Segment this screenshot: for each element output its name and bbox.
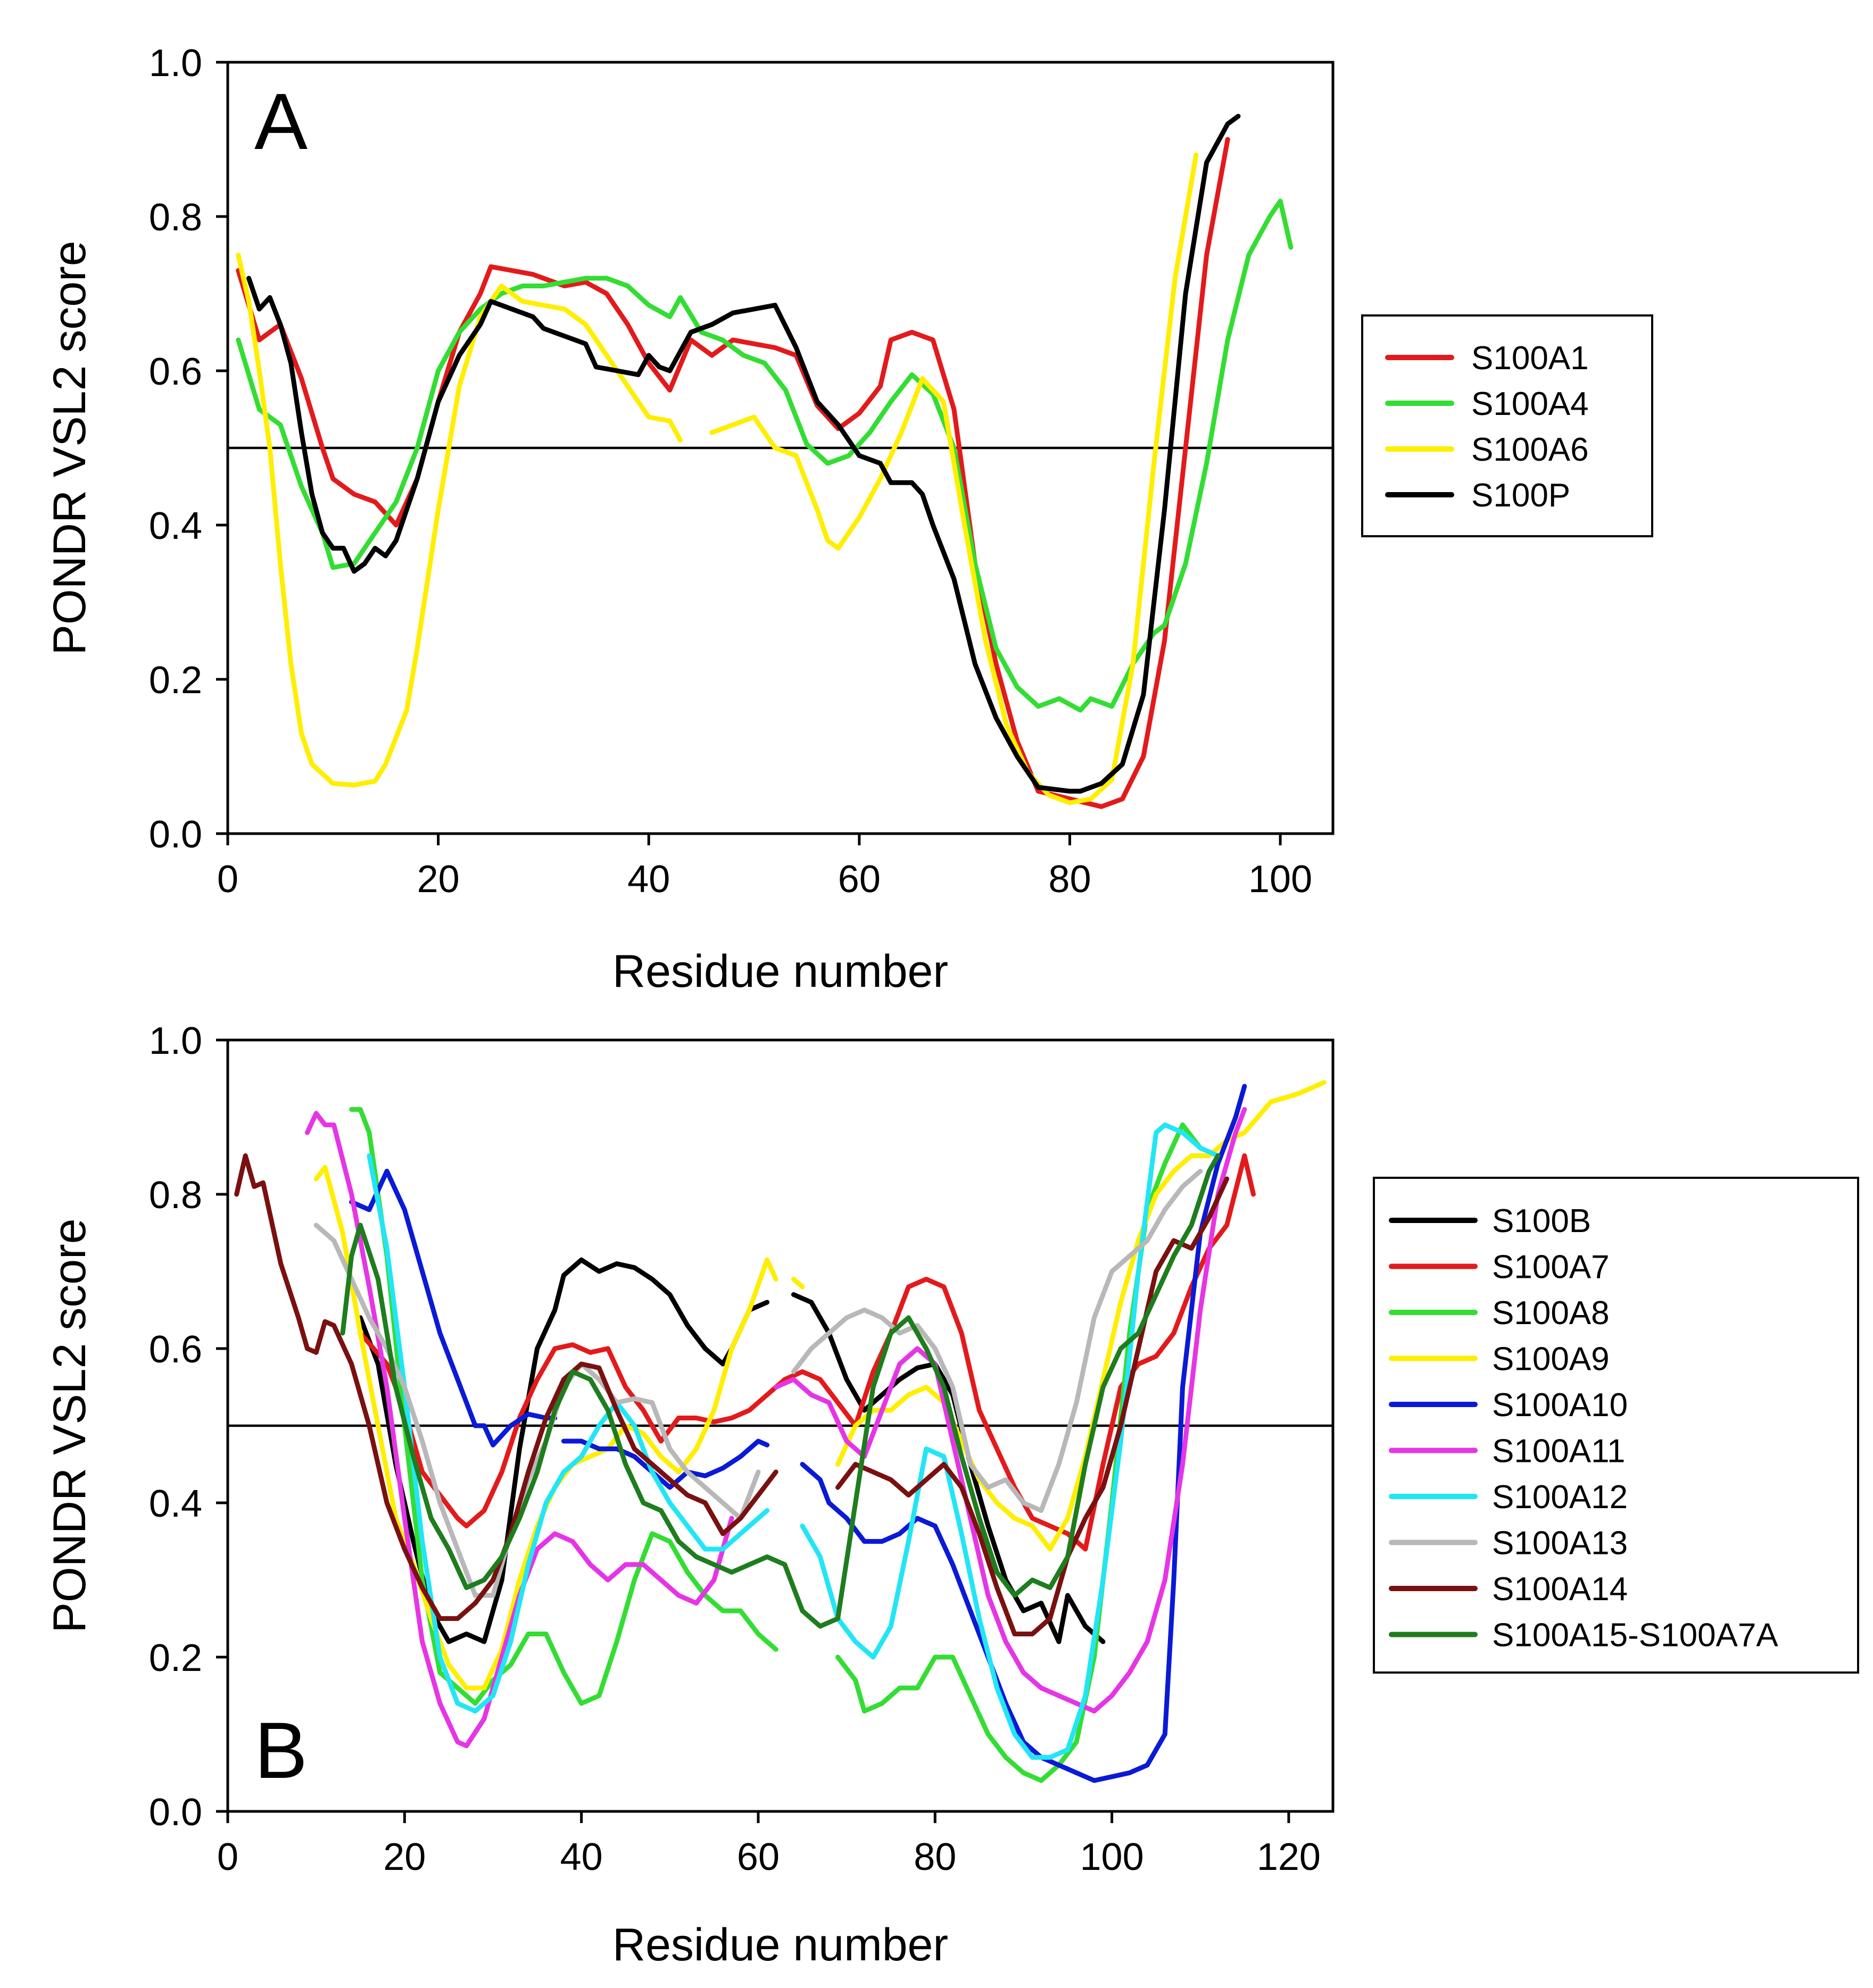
x-tick-label: 120 (1257, 1836, 1321, 1878)
x-tick-label: 40 (560, 1836, 603, 1878)
x-axis-label: Residue number (612, 946, 948, 997)
y-tick-label: 0.2 (149, 659, 202, 702)
legend: S100A1 S100A4 S100A6 S100P (1361, 314, 1653, 537)
series-line-s100a7 (358, 1153, 1256, 1552)
x-tick-label: 0 (217, 1836, 238, 1878)
y-tick-label: 1.0 (149, 42, 202, 85)
panel-b: 0.0 0.2 0.4 0.6 0.8 1.0 0 20 40 60 80 100 120 Residue… (44, 1020, 1859, 1970)
x-tick-label: 60 (838, 858, 881, 901)
y-axis-label: PONDR VSL2 score (44, 1218, 95, 1633)
legend-label-s100a1: S100A1 (1471, 340, 1589, 377)
series-line-s100a9 (835, 1080, 1327, 1552)
x-tick-label: 80 (914, 1836, 956, 1878)
series-line-s100a10 (561, 1438, 770, 1490)
legend-label-s100a9: S100A9 (1492, 1341, 1610, 1378)
legend-label-s100a15-s100a7a: S100A15-S100A7A (1492, 1617, 1778, 1654)
series-line-s100a14 (835, 1176, 1230, 1636)
legend-label-s100a8: S100A8 (1492, 1295, 1610, 1332)
y-tick-label: 1.0 (149, 1020, 202, 1062)
series-line-s100a14 (234, 1153, 778, 1621)
legend-label-s100a11: S100A11 (1492, 1433, 1626, 1470)
series-line-s100a12 (800, 1122, 1221, 1760)
legend: S100B S100A7 S100A8 S100A9 S100A10 S100A11 S10… (1373, 1177, 1859, 1674)
series-line-s100a10 (349, 1169, 558, 1448)
y-tick-label: 0.4 (149, 505, 202, 547)
x-tick-label: 80 (1048, 858, 1091, 901)
series-line-s100a13 (791, 1169, 1203, 1513)
y-tick-label: 0.6 (149, 1328, 202, 1371)
series-line-s100a15-s100a7a (340, 1153, 1221, 1629)
panel-letter: A (254, 77, 308, 166)
y-tick-label: 0.6 (149, 351, 202, 393)
panel-a: 0.0 0.2 0.4 0.6 0.8 1.0 0 20 40 60 80 100 Residue nu… (44, 42, 1653, 997)
series-line-s100a8 (349, 1107, 778, 1706)
series-lines (234, 1080, 1327, 1783)
series-line-s100a4 (236, 198, 1294, 713)
series-line-s100a6 (709, 152, 1199, 805)
series-line-s100a9 (791, 1277, 805, 1290)
y-tick-label: 0.2 (149, 1637, 202, 1679)
x-tick-label: 20 (383, 1836, 426, 1878)
series-line-s100a8 (835, 1122, 1221, 1783)
series-line-s100a1 (236, 137, 1230, 809)
legend-label-s100a7: S100A7 (1492, 1249, 1610, 1286)
legend-label-s100a12: S100A12 (1492, 1479, 1628, 1516)
x-tick-label: 100 (1248, 858, 1312, 901)
legend-label-s100a10: S100A10 (1492, 1387, 1628, 1424)
y-tick-label: 0.0 (149, 1791, 202, 1834)
y-tick-label: 0.8 (149, 196, 202, 239)
panel-letter: B (254, 1706, 308, 1795)
legend-label-s100a13: S100A13 (1492, 1525, 1628, 1562)
y-axis-label: PONDR VSL2 score (44, 240, 95, 655)
series-line-s100a6 (236, 253, 683, 788)
x-tick-label: 20 (417, 858, 460, 901)
legend-label-s100p: S100P (1471, 477, 1570, 514)
legend-label-s100a4: S100A4 (1471, 386, 1589, 422)
series-line-s100a12 (367, 1153, 770, 1713)
x-tick-label: 0 (217, 858, 238, 901)
legend-label-s100a6: S100A6 (1471, 431, 1589, 468)
x-tick-label: 100 (1080, 1836, 1144, 1878)
x-axis-label: Residue number (612, 1919, 948, 1970)
legend-label-s100b: S100B (1492, 1203, 1591, 1240)
y-tick-label: 0.8 (149, 1174, 202, 1217)
y-tick-label: 0.0 (149, 813, 202, 856)
x-tick-label: 60 (737, 1836, 780, 1878)
legend-label-s100a14: S100A14 (1492, 1571, 1628, 1608)
x-tick-label: 40 (627, 858, 670, 901)
series-lines (236, 114, 1294, 809)
legend-box (1361, 314, 1653, 537)
series-line-s100a11 (773, 1107, 1247, 1713)
series-line-s100a11 (305, 1111, 734, 1749)
y-tick-label: 0.4 (149, 1483, 202, 1525)
series-line-s100p (246, 114, 1241, 794)
